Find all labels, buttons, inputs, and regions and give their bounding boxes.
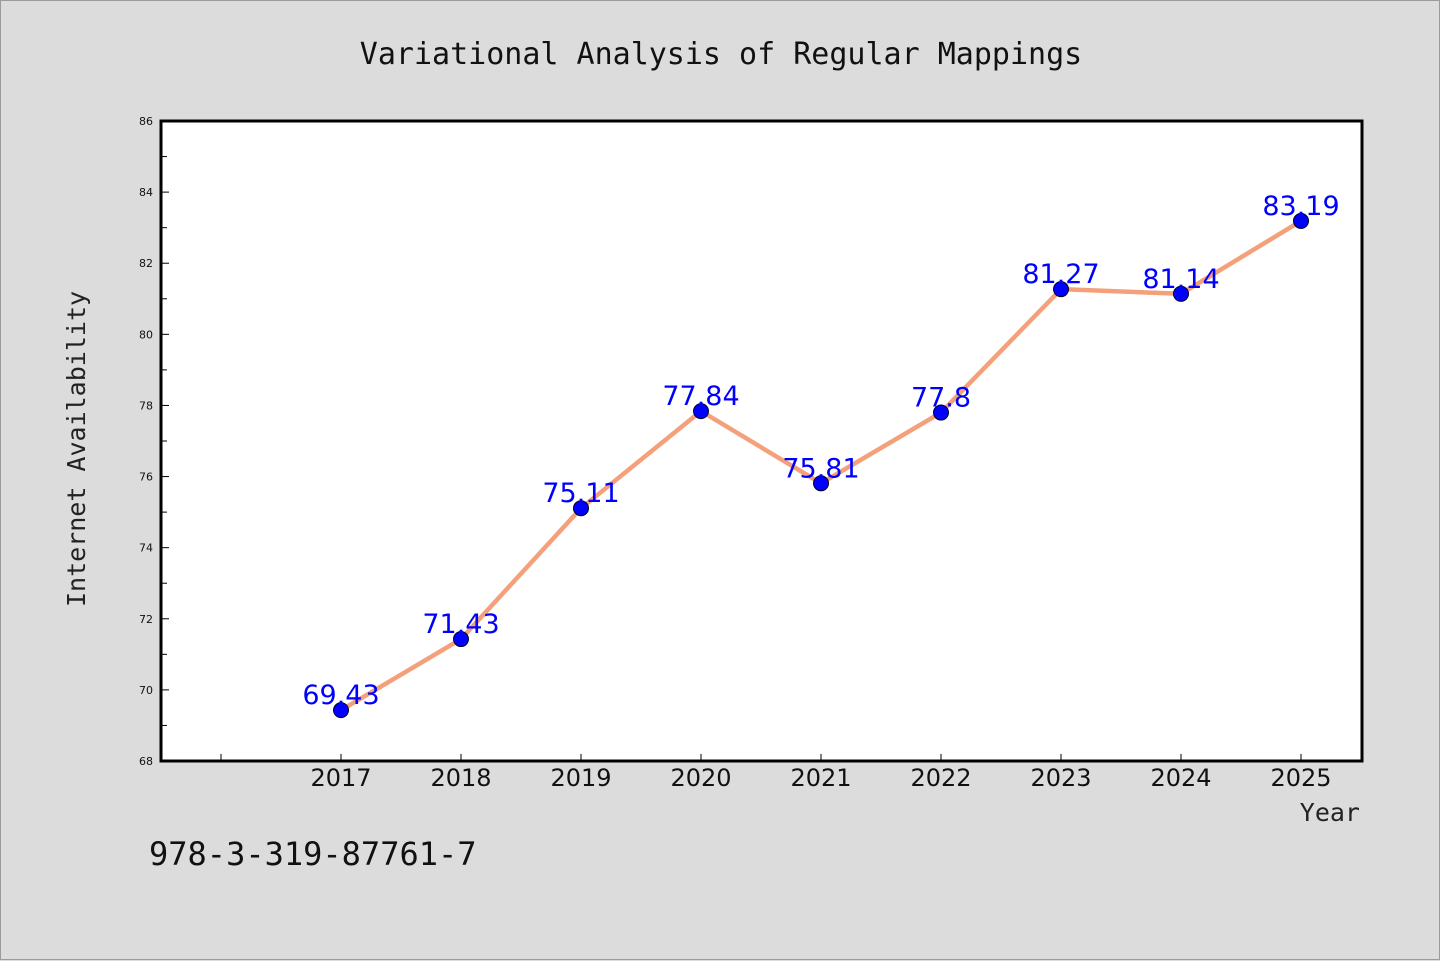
y-tick-label: 76 [139,471,153,484]
x-tick-label: 2021 [790,764,851,792]
y-tick-label: 84 [139,186,153,199]
data-point [333,702,349,719]
data-label: 81.14 [1142,264,1219,295]
data-point [453,631,469,648]
x-tick-label: 2019 [550,764,611,792]
x-tick-label: 2020 [670,764,731,792]
y-tick-label: 78 [139,399,153,412]
data-label: 71.43 [422,609,499,640]
plot-area [161,121,1362,761]
y-tick-label: 80 [139,328,153,341]
isbn-annotation: 978-3-319-87761-7 [149,835,477,873]
data-point [693,403,709,420]
data-point [813,475,829,492]
data-label: 77.84 [662,381,739,412]
data-point [1053,281,1069,298]
plot-border [159,119,1364,763]
data-label: 83.19 [1262,191,1339,222]
x-axis-label: Year [1300,798,1360,827]
y-axis-ticks: 68 70 72 74 76 78 80 82 84 86 [139,115,169,768]
x-axis-ticks: 2017 2018 2019 2020 2021 2022 2023 2024 2025 [220,754,1332,792]
x-tick-label: 2025 [1270,764,1331,792]
y-tick-label: 70 [139,684,153,697]
data-label: 69.43 [302,680,379,711]
data-labels: 69.43 71.43 75.11 77.84 75.81 77.8 81.27 81.14 8… [302,191,1339,711]
x-tick-label: 2017 [310,764,371,792]
data-point [573,500,589,517]
y-tick-label: 68 [139,755,153,768]
data-label: 77.8 [911,383,971,414]
y-tick-label: 82 [139,257,153,270]
x-tick-label: 2024 [1150,764,1211,792]
data-label: 75.81 [782,453,859,484]
chart-title: Variational Analysis of Regular Mappings [360,37,1082,72]
y-tick-label: 86 [139,115,153,128]
data-point [933,404,949,421]
y-tick-label: 74 [139,542,153,555]
data-label: 75.11 [542,478,619,509]
data-point [1173,285,1189,302]
y-axis-label: Internet Availability [62,291,91,607]
x-tick-label: 2018 [430,764,491,792]
data-point [1293,212,1309,229]
y-tick-label: 72 [139,613,153,626]
data-label: 81.27 [1022,259,1099,290]
x-tick-label: 2022 [910,764,971,792]
data-markers [333,212,1309,719]
x-tick-label: 2023 [1030,764,1091,792]
